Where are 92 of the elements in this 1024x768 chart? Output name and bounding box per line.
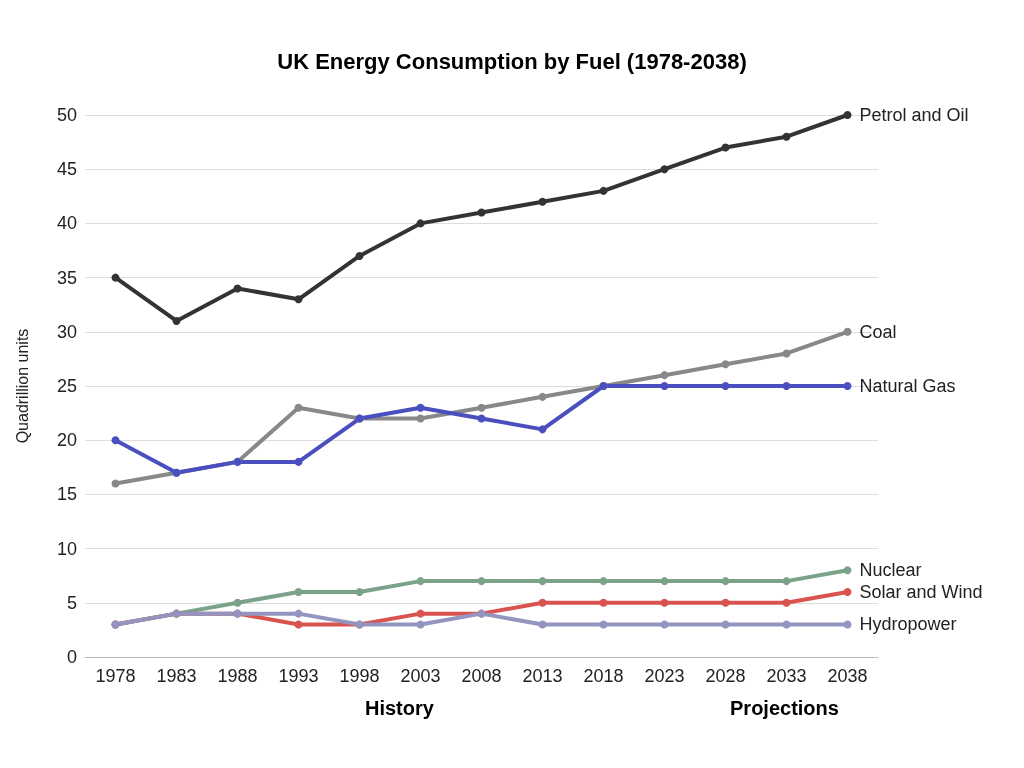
point <box>782 620 791 629</box>
text: Projections <box>730 697 839 719</box>
point <box>843 566 852 575</box>
point <box>416 609 425 618</box>
point <box>416 403 425 412</box>
y-tick-label: 0 <box>66 647 77 667</box>
point <box>843 620 852 629</box>
point <box>294 587 303 596</box>
point <box>111 479 120 488</box>
text: History <box>365 697 435 719</box>
y-axis-title: Quadrillion units <box>13 328 31 444</box>
point <box>416 414 425 423</box>
point <box>660 620 669 629</box>
x-tick-label: 2018 <box>583 666 624 686</box>
point <box>660 382 669 390</box>
point <box>782 382 791 390</box>
point <box>721 360 730 369</box>
chart-title: UK Energy Consumption by Fuel (1978-2038) <box>277 48 747 74</box>
y-tick-label: 5 <box>66 592 77 613</box>
y-tick-label: 10 <box>56 538 77 559</box>
point <box>782 349 791 358</box>
x-tick-label: 2033 <box>766 666 807 686</box>
point <box>294 457 303 466</box>
point <box>111 436 120 445</box>
point <box>721 143 730 152</box>
x-tick-label: 2013 <box>522 666 563 686</box>
point <box>721 620 730 629</box>
x-tick-label: 1988 <box>217 666 258 686</box>
point <box>660 371 669 380</box>
x-tick-label: 2023 <box>644 666 685 686</box>
y-tick-label: 50 <box>56 105 77 125</box>
point <box>538 197 547 206</box>
point <box>782 598 791 607</box>
point <box>843 327 852 336</box>
point <box>721 598 730 607</box>
x-tick-label: 2003 <box>400 666 441 686</box>
point <box>416 620 425 629</box>
y-tick-label: 20 <box>56 430 77 451</box>
point <box>233 598 242 607</box>
point <box>721 577 730 586</box>
point <box>111 273 120 282</box>
point <box>538 425 547 434</box>
point <box>355 587 364 596</box>
point <box>843 111 852 119</box>
y-tick-label: 40 <box>56 213 77 234</box>
point <box>660 598 669 607</box>
point <box>660 577 669 586</box>
point <box>660 165 669 174</box>
point <box>599 620 608 629</box>
x-tick-label: 1998 <box>339 666 380 686</box>
y-tick-label: 15 <box>56 484 77 505</box>
point <box>843 382 852 390</box>
x-tick-label: 1983 <box>156 666 197 686</box>
y-tick-label: 45 <box>56 159 77 180</box>
point <box>294 620 303 629</box>
point <box>416 219 425 228</box>
x-tick-label: 1978 <box>95 666 136 686</box>
y-tick-label: 30 <box>56 321 77 342</box>
point <box>233 284 242 293</box>
point <box>416 577 425 586</box>
point <box>477 414 486 423</box>
series-label: Solar and Wind <box>859 581 983 602</box>
point <box>355 251 364 260</box>
point <box>477 208 486 217</box>
point <box>538 620 547 629</box>
point <box>294 609 303 618</box>
point <box>477 577 486 586</box>
point <box>782 577 791 586</box>
point <box>599 577 608 586</box>
point <box>294 403 303 412</box>
point <box>294 295 303 304</box>
point <box>843 587 852 596</box>
point <box>172 316 181 325</box>
point <box>538 392 547 401</box>
x-tick-label: 2038 <box>827 666 868 686</box>
series-label: Coal <box>859 321 897 342</box>
x-tick-label: 2008 <box>461 666 502 686</box>
y-tick-label: 35 <box>56 267 77 288</box>
point <box>477 403 486 412</box>
x-tick-label: 2028 <box>705 666 746 686</box>
point <box>782 132 791 141</box>
x-tick-label: 1993 <box>278 666 319 686</box>
series-label: Natural Gas <box>859 376 956 396</box>
y-tick-label: 25 <box>56 376 77 396</box>
point <box>538 598 547 607</box>
point <box>599 598 608 607</box>
point <box>538 577 547 586</box>
series-label: Hydropower <box>859 614 957 635</box>
point <box>599 186 608 195</box>
series-label: Petrol and Oil <box>859 105 969 125</box>
series-label: Nuclear <box>859 560 922 581</box>
point <box>721 382 730 390</box>
